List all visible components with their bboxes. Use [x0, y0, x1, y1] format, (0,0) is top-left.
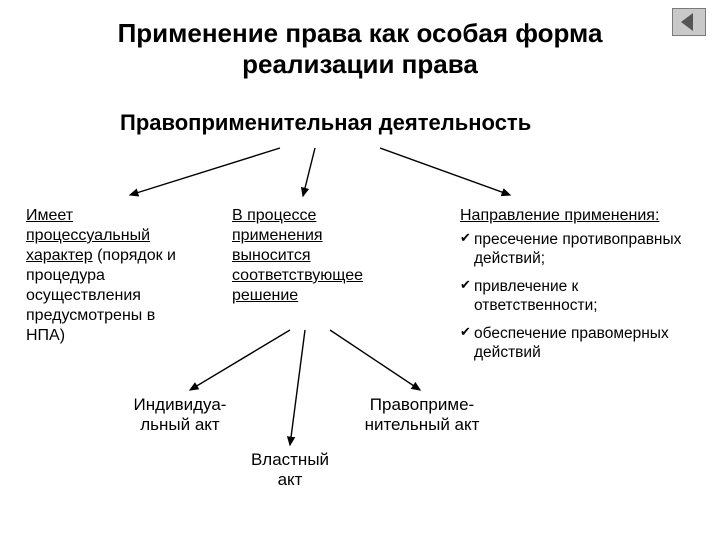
branch-right-heading: Направление применения: — [460, 207, 659, 224]
branch-left: Имеет процессуальный характер (порядок и… — [26, 206, 186, 346]
sub-right-1: Правоприме- — [370, 395, 474, 414]
list-item: привлечение к ответственности; — [460, 277, 695, 316]
sub-left: Индивидуа- льный акт — [120, 395, 240, 436]
slide-root: Применение права как особая форма реализ… — [0, 0, 720, 540]
sub-center: Властный акт — [235, 450, 345, 491]
branch-right-list: пресечение противоправных действий; прив… — [460, 230, 695, 362]
sub-right-2: нительный акт — [365, 415, 480, 434]
title-line2: реализации права — [242, 49, 478, 79]
sub-right: Правоприме- нительный акт — [352, 395, 492, 436]
branch-center-underlined: В процессе применения выносится соответс… — [232, 207, 363, 304]
page-title: Применение права как особая форма реализ… — [0, 18, 720, 80]
sub-center-1: Властный — [251, 450, 329, 469]
sub-left-2: льный акт — [140, 415, 219, 434]
subtitle: Правоприменительная деятельность — [120, 110, 680, 136]
branch-right: Направление применения: пресечение проти… — [460, 206, 695, 370]
sub-center-2: акт — [278, 470, 303, 489]
list-item: пресечение противоправных действий; — [460, 230, 695, 269]
title-line1: Применение права как особая форма — [118, 18, 603, 48]
branch-center: В процессе применения выносится соответс… — [232, 206, 402, 306]
list-item: обеспечение правомерных действий — [460, 324, 695, 363]
sub-left-1: Индивидуа- — [134, 395, 227, 414]
